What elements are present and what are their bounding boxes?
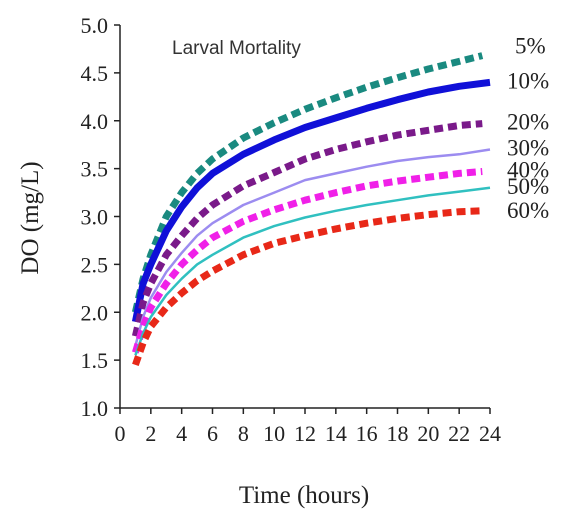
x-tick-label: 12 bbox=[294, 421, 316, 446]
x-tick-label: 2 bbox=[145, 421, 156, 446]
x-tick-label: 24 bbox=[479, 421, 501, 446]
y-tick-label: 5.0 bbox=[81, 13, 109, 38]
series-label-10pct: 10% bbox=[507, 68, 549, 93]
series-label-50pct: 50% bbox=[507, 174, 549, 199]
x-tick-label: 0 bbox=[115, 421, 126, 446]
x-axis-title: Time (hours) bbox=[239, 482, 369, 509]
series-line-10pct bbox=[131, 78, 491, 323]
x-tick-label: 20 bbox=[417, 421, 439, 446]
y-tick-label: 3.5 bbox=[81, 157, 109, 182]
series-label-30pct: 30% bbox=[507, 135, 549, 160]
axes: 1.01.52.02.53.03.54.04.55.00 2 4 6 8 10 12 14 16… bbox=[81, 13, 502, 446]
x-tick-label: 16 bbox=[356, 421, 378, 446]
series-label-40pct: 40% bbox=[507, 157, 549, 182]
series-line-20pct bbox=[131, 120, 483, 337]
series-line-50pct bbox=[134, 186, 491, 356]
series-labels: 5% 10% 20%30%40%50%60% bbox=[507, 34, 549, 223]
series-label-60pct: 60% bbox=[507, 198, 549, 223]
x-tick-label: 8 bbox=[238, 421, 249, 446]
x-tick-label: 4 bbox=[176, 421, 187, 446]
y-tick-label: 2.0 bbox=[81, 300, 109, 325]
series-line-30pct bbox=[134, 148, 491, 347]
chart-title: Larval Mortality bbox=[172, 38, 301, 59]
x-tick-label: 14 bbox=[325, 421, 347, 446]
x-tick-label: 10 bbox=[263, 421, 285, 446]
y-tick-label: 1.0 bbox=[81, 396, 109, 421]
series-label-20pct: 20% bbox=[507, 110, 549, 135]
y-tick-label: 4.5 bbox=[81, 61, 109, 86]
y-axis-title: DO (mg/L) bbox=[17, 161, 44, 274]
x-tick-label: 22 bbox=[448, 421, 470, 446]
y-tick-label: 3.0 bbox=[81, 205, 109, 230]
y-tick-label: 1.5 bbox=[81, 348, 109, 373]
series-line-5pct bbox=[131, 52, 484, 314]
series-line-40pct bbox=[132, 168, 483, 354]
y-tick-label: 2.5 bbox=[81, 252, 109, 277]
x-tick-label: 6 bbox=[207, 421, 218, 446]
series-label-5pct: 5% bbox=[515, 34, 546, 59]
y-tick-label: 4.0 bbox=[81, 109, 109, 134]
series-line-60pct bbox=[132, 207, 483, 367]
x-tick-label: 18 bbox=[387, 421, 409, 446]
series-lines bbox=[131, 52, 491, 367]
